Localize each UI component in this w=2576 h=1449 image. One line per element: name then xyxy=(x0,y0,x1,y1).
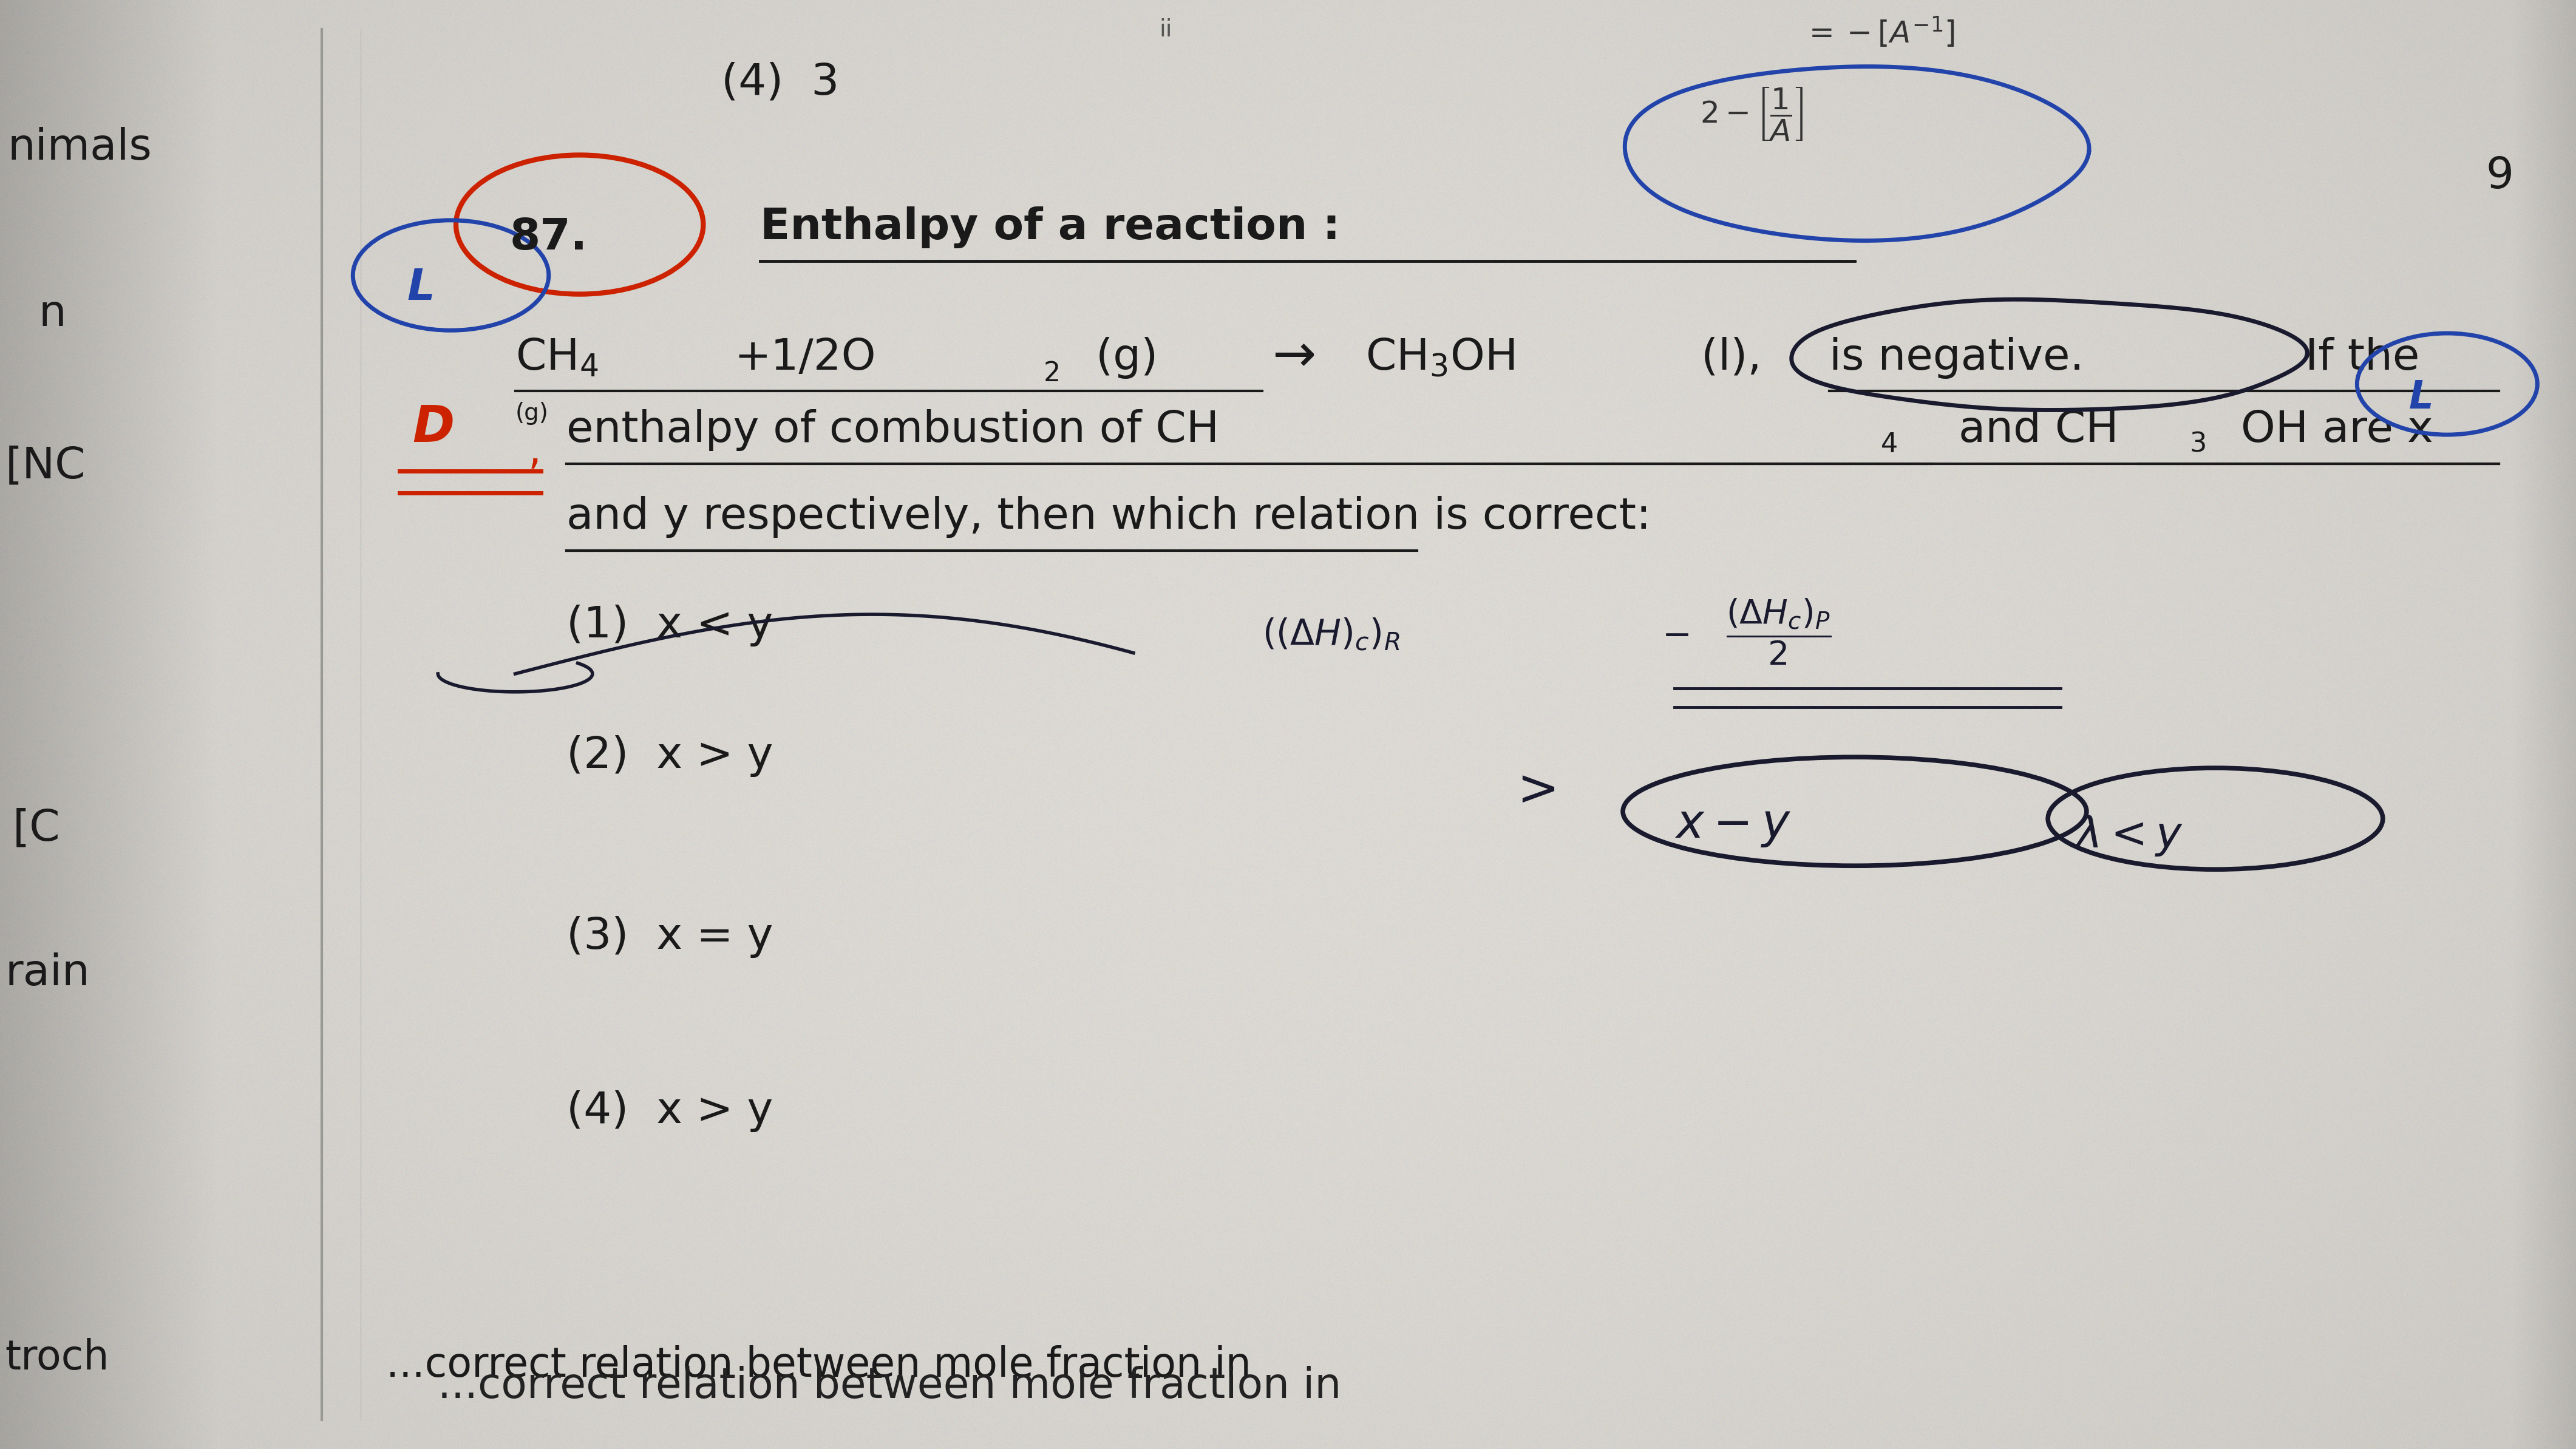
Text: (4)  x > y: (4) x > y xyxy=(567,1090,773,1132)
Text: $\mathrm{CH_3OH}$: $\mathrm{CH_3OH}$ xyxy=(1365,336,1515,378)
Text: $\mathit{2 - \left[\dfrac{1}{A}\right]}$: $\mathit{2 - \left[\dfrac{1}{A}\right]}$ xyxy=(1700,85,1803,142)
Text: $\mathrm{CH_4}$: $\mathrm{CH_4}$ xyxy=(515,336,598,378)
Text: L: L xyxy=(2409,378,2434,416)
Text: ii: ii xyxy=(1159,17,1172,41)
Text: (g): (g) xyxy=(1082,336,1172,378)
Text: (2)  x > y: (2) x > y xyxy=(567,735,773,777)
Text: and CH: and CH xyxy=(1945,409,2120,451)
Text: n: n xyxy=(39,293,67,335)
Text: is negative.: is negative. xyxy=(1829,336,2084,378)
Text: $((\Delta H)_c)_R$: $((\Delta H)_c)_R$ xyxy=(1262,616,1399,652)
Text: 87.: 87. xyxy=(510,216,587,258)
Text: Enthalpy of a reaction :: Enthalpy of a reaction : xyxy=(760,206,1340,248)
Text: [C: [C xyxy=(13,807,62,849)
Text: L: L xyxy=(407,267,435,309)
Text: $-$: $-$ xyxy=(1662,617,1690,652)
Text: D: D xyxy=(412,403,453,452)
Text: (3)  x = y: (3) x = y xyxy=(567,916,773,958)
Text: 4: 4 xyxy=(1880,432,1899,458)
Text: enthalpy of combustion of CH: enthalpy of combustion of CH xyxy=(567,409,1218,451)
Text: (1)  x < y: (1) x < y xyxy=(567,604,773,646)
Text: $\lambda < y$: $\lambda < y$ xyxy=(2074,814,2182,858)
Text: 2: 2 xyxy=(1043,361,1061,387)
Text: ...correct relation between mole fraction in: ...correct relation between mole fractio… xyxy=(386,1345,1252,1385)
Text: $>$: $>$ xyxy=(1507,765,1556,814)
Text: nimals: nimals xyxy=(8,126,152,168)
Text: ,: , xyxy=(528,432,541,472)
Text: 3: 3 xyxy=(2190,432,2208,458)
Text: and y respectively, then which relation is correct:: and y respectively, then which relation … xyxy=(567,496,1651,538)
Text: (g): (g) xyxy=(515,401,549,425)
Text: (l),: (l), xyxy=(1687,336,1762,378)
Text: rain: rain xyxy=(5,952,90,994)
Text: 9: 9 xyxy=(2486,155,2514,197)
Text: (4)  3: (4) 3 xyxy=(721,61,840,103)
Text: $\dfrac{(\Delta H_c)_P}{2}$: $\dfrac{(\Delta H_c)_P}{2}$ xyxy=(1726,597,1832,667)
Text: $\rightarrow$: $\rightarrow$ xyxy=(1262,330,1314,381)
Text: +1/2O: +1/2O xyxy=(734,336,876,378)
Text: [NC: [NC xyxy=(5,445,85,487)
Text: OH are x: OH are x xyxy=(2241,409,2434,451)
Text: $x - y$: $x - y$ xyxy=(1674,803,1790,849)
Text: If the: If the xyxy=(2306,336,2419,378)
Text: $\mathit{= -\left[A^{-1}\right]}$: $\mathit{= -\left[A^{-1}\right]}$ xyxy=(1803,14,1955,49)
Text: troch: troch xyxy=(5,1337,108,1378)
Text: ...correct relation between mole fraction in: ...correct relation between mole fractio… xyxy=(438,1366,1342,1407)
